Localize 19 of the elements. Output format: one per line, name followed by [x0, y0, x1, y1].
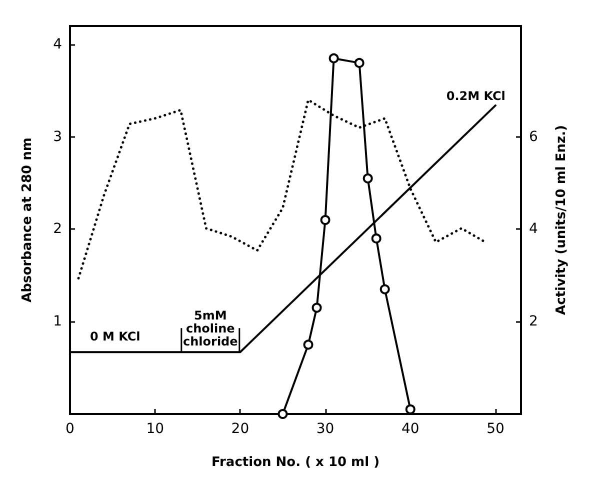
- x-tick-label: 40: [401, 421, 420, 437]
- y-tick-label: 2: [53, 221, 62, 238]
- y2-axis-title: Activity (units/10 ml Enz.): [554, 125, 569, 315]
- y-axis-title: Absorbance at 280 nm: [20, 138, 35, 302]
- y2-tick-label: 6: [529, 128, 538, 145]
- x-tick-label: 0: [66, 421, 74, 437]
- y-tick-label: 1: [53, 314, 62, 330]
- y2-tick-label: 4: [529, 221, 538, 238]
- y-tick-label: 4: [53, 36, 62, 52]
- x-tick-label: 30: [316, 421, 334, 437]
- annotation: 0 M KCl: [90, 329, 140, 344]
- annotation: 5mM choline chloride: [183, 308, 238, 349]
- x-tick-label: 50: [486, 421, 504, 437]
- x-tick-label: 10: [146, 421, 164, 437]
- y2-tick-label: 2: [529, 314, 538, 330]
- x-axis-title: Fraction No. ( x 10 ml ): [211, 455, 380, 470]
- x-tick-label: 20: [231, 421, 250, 437]
- annotation: 0.2M KCl: [446, 88, 506, 103]
- y-tick-label: 3: [53, 128, 62, 145]
